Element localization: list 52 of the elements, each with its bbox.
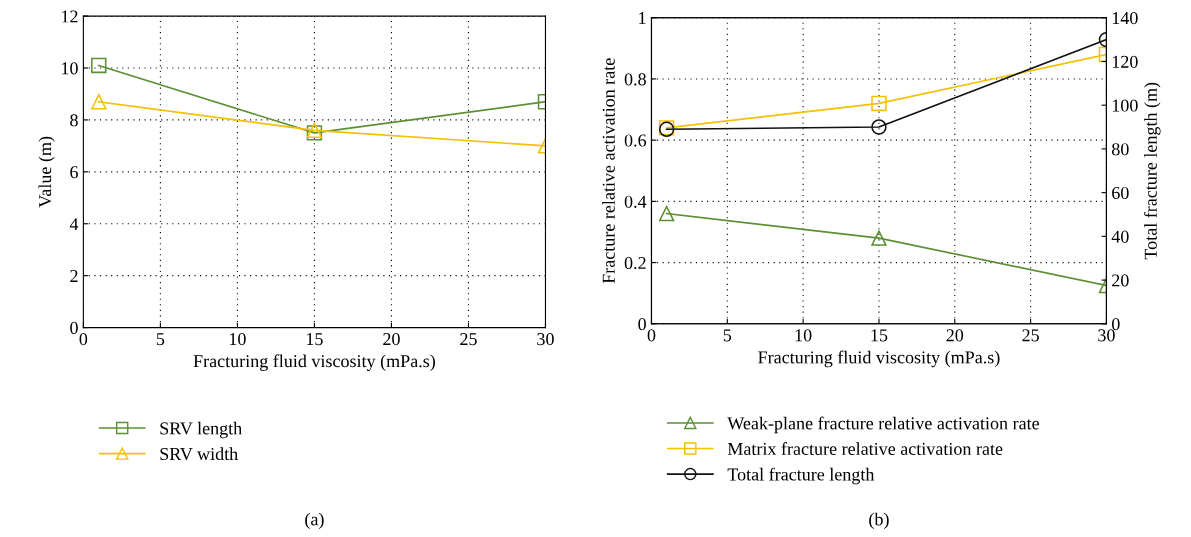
y-tick-label: 0.2 [624,256,646,270]
legend-label: SRV length [160,421,242,439]
y-axis-title: Value (m) [38,136,55,208]
point [91,94,107,110]
y-tick-label: 10 [62,62,78,75]
point [658,205,675,222]
x-axis-title: Fracturing fluid viscosity (mPa.s) [193,354,435,371]
y2-tick-label: 140 [1112,11,1138,25]
x-tick-label: 20 [946,329,964,342]
x-tick-label: 25 [460,333,477,346]
y-tick-label: 0 [638,318,646,331]
x-tick-label: 10 [795,329,812,342]
y-tick-label: 12 [62,10,78,23]
x-tick-label: 10 [229,332,246,346]
x-tick-label: 0 [647,329,656,342]
y-axis-title: Fracture relative activation rate [602,58,615,284]
x-tick-label: 25 [1022,329,1039,342]
text: (b) [869,512,889,530]
y-tick-label: 6 [70,166,78,179]
point [91,57,107,74]
x-tick-label: 5 [723,329,732,342]
y-tick-label: 2 [70,269,78,282]
y2-tick-label: 60 [1112,186,1129,200]
y2-tick-label: 0 [1111,318,1120,331]
y2-tick-label: 80 [1111,143,1129,156]
x-tick-label: 30 [537,332,554,346]
y-tick-label: 0.6 [624,134,647,147]
y2-tick-label: 120 [1112,55,1138,68]
legend-label: Total fracture length [727,467,875,485]
y-tick-label: 0.4 [624,195,647,208]
y-tick-label: 0.8 [624,73,646,86]
legend-label: Weak-plane fracture relative activation rate [727,416,1040,434]
x-tick-label: 20 [383,332,400,346]
y2-tick-label: 40 [1111,230,1129,243]
x-tick-label: 30 [1098,329,1115,342]
point [871,119,887,135]
y-tick-label: 1 [639,12,646,24]
x-tick-label: 5 [156,333,165,346]
text: (a) [305,512,324,530]
x-tick-label: 15 [871,329,888,342]
legend-label: Matrix fracture relative activation rate [727,442,1003,455]
y2-tick-label: 20 [1112,274,1129,287]
y-tick-label: 8 [70,114,78,127]
x-axis-title: Fracturing fluid viscosity (mPa.s) [758,350,1000,368]
x-tick-label: 0 [79,332,88,346]
y2-tick-label: 100 [1112,99,1138,112]
point [871,95,887,112]
point [871,230,887,246]
legend-label: SRV width [160,447,238,461]
x-tick-label: 15 [306,333,323,346]
y-tick-label: 4 [69,218,79,231]
y2-axis-title: Total fracture length (m) [1143,82,1161,260]
